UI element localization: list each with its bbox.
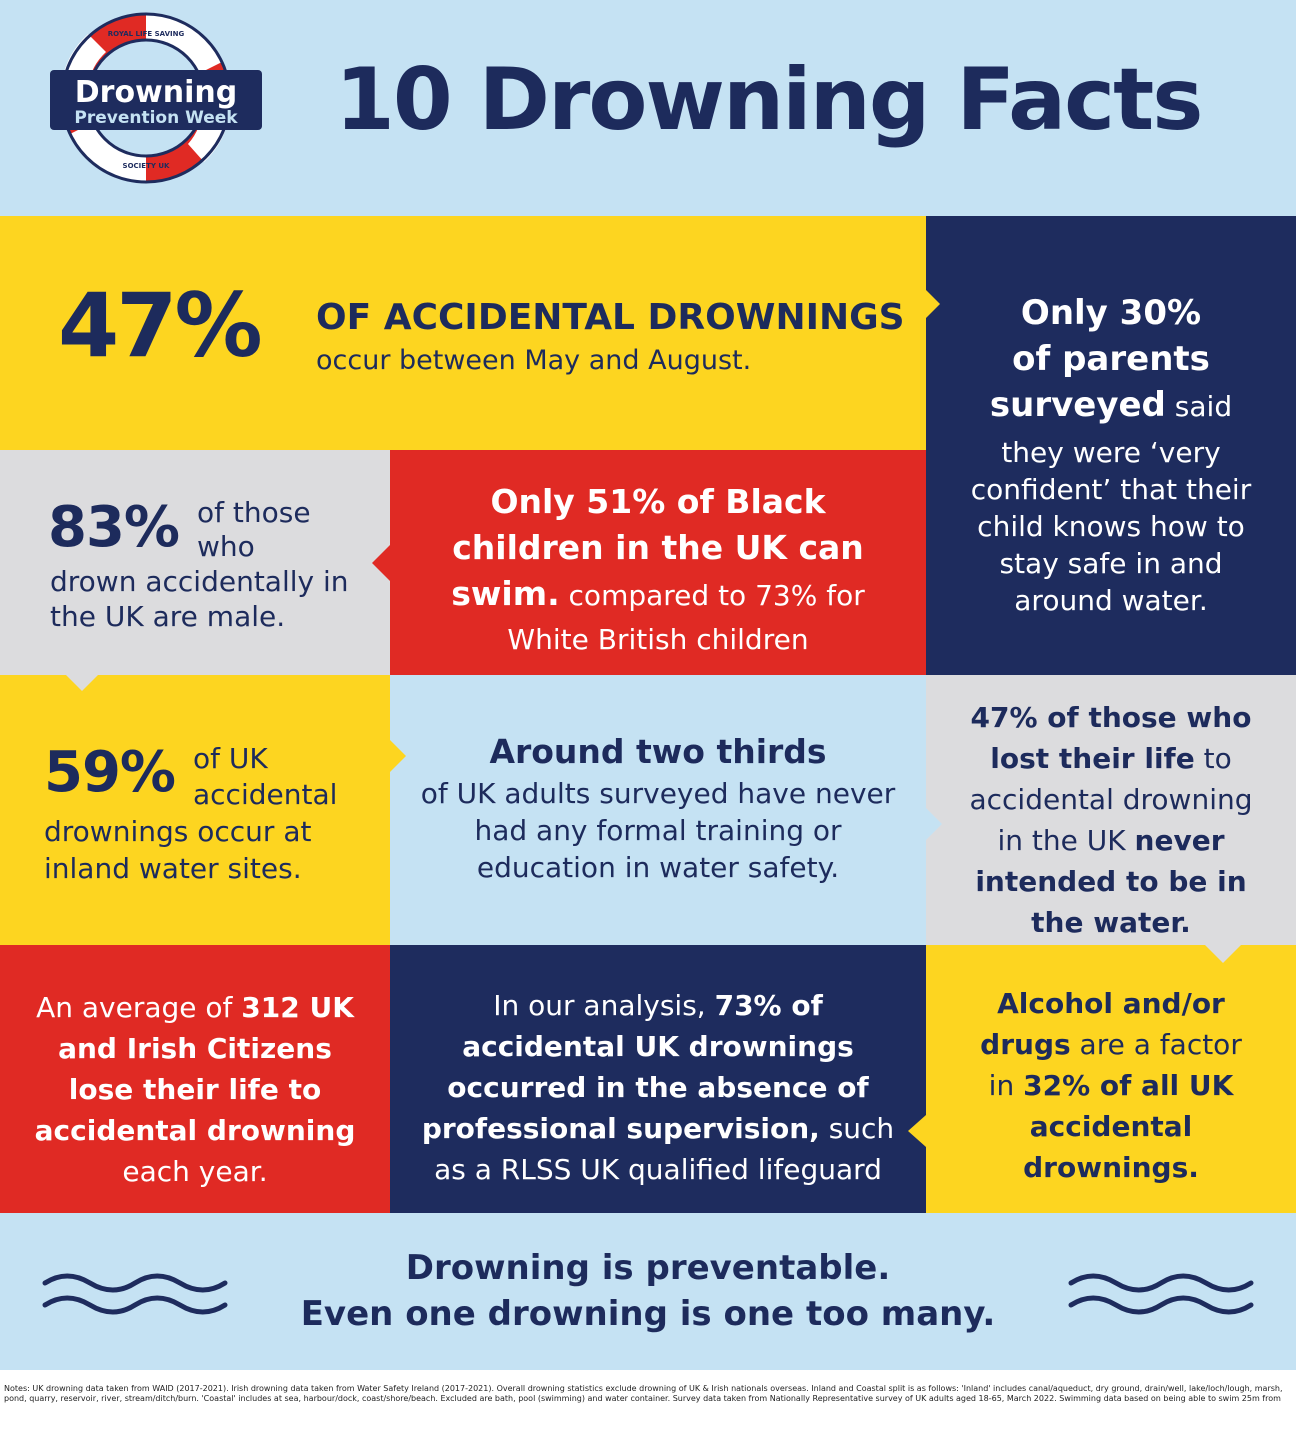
fact8-regular2: each year. — [122, 1155, 268, 1188]
fact7-regular: to accidental drowning in the UK — [969, 742, 1253, 857]
logo-ring-top: ROYAL LIFE SAVING — [108, 30, 185, 38]
fact2-line3-regular: said — [1165, 390, 1233, 423]
pointer-arrow — [908, 1115, 926, 1147]
fact4-rest: compared to 73% for White British childr… — [507, 579, 865, 656]
footer-line2: Even one drowning is one too many. — [300, 1294, 996, 1334]
fact5-side-line1: of UK — [193, 742, 268, 775]
fact3-big-number: 83% — [48, 495, 180, 560]
fact9-bold: 73% of accidental UK drownings occurred … — [421, 989, 869, 1145]
fact10-bold2: 32% of all UK accidental drownings. — [1023, 1069, 1234, 1184]
fact-tile-two-thirds-training: Around two thirds of UK adults surveyed … — [390, 675, 926, 945]
fact6-rest: of UK adults surveyed have never had any… — [420, 777, 896, 884]
fact-tile-83-percent-male: 83% of those who drown accidentally in t… — [0, 450, 390, 675]
fact5-rest: drownings occur at inland water sites. — [44, 815, 312, 885]
fact2-line3-bold: surveyed — [989, 385, 1166, 425]
footer-message: Drowning is preventable. Even one drowni… — [0, 1213, 1296, 1370]
fact8-bold: 312 UK and Irish Citizens lose their lif… — [34, 991, 356, 1147]
fact2-rest: they were ‘very confident’ that their ch… — [970, 436, 1252, 617]
pointer-arrow — [926, 290, 940, 318]
pointer-arrow — [66, 675, 98, 691]
logo-ring-bottom: SOCIETY UK — [123, 162, 170, 170]
page-title: 10 Drowning Facts — [335, 50, 1203, 150]
fact-tile-59-percent-inland: 59% of UK accidental drownings occur at … — [0, 675, 390, 945]
pointer-arrow — [1205, 945, 1241, 963]
fact1-big-number: 47% — [58, 274, 263, 377]
fact6-heading: Around two thirds — [489, 732, 827, 771]
fact7-bold2: never intended to be in the water. — [975, 824, 1247, 939]
fact10-bold1: Alcohol and/or drugs — [980, 987, 1225, 1061]
drowning-prevention-week-logo: Drowning Prevention Week ROYAL LIFE SAVI… — [50, 12, 262, 184]
logo-line1: Drowning — [75, 75, 238, 110]
fact9-regular2: such as a RLSS UK qualified lifeguard — [434, 1112, 895, 1186]
fact-tile-312-citizens: An average of 312 UK and Irish Citizens … — [0, 945, 390, 1213]
fact1-heading: OF ACCIDENTAL DROWNINGS — [316, 297, 905, 338]
source-notes: Notes: UK drowning data taken from WAID … — [0, 1370, 1296, 1440]
fact3-side-line1: of those — [197, 496, 311, 529]
fact1-subtext: occur between May and August. — [316, 345, 752, 376]
waves-icon — [1068, 1273, 1254, 1315]
fact8-regular1: An average of — [36, 991, 242, 1024]
fact4-bold: Only 51% of Black children in the UK can… — [451, 482, 864, 613]
fact-tile-47-percent-never-intended: 47% of those who lost their life to acci… — [926, 675, 1296, 945]
pointer-arrow — [926, 808, 942, 840]
fact-tile-51-percent-swim: Only 51% of Black children in the UK can… — [390, 450, 926, 675]
waves-icon — [42, 1273, 228, 1315]
fact-tile-alcohol-drugs: Alcohol and/or drugs are a factor in 32%… — [926, 945, 1296, 1213]
pointer-arrow — [372, 545, 390, 581]
fact3-side-line2: who — [197, 530, 255, 563]
fact9-regular1: In our analysis, — [493, 989, 715, 1022]
fact5-side: of UK accidental — [193, 741, 337, 813]
fact2-line1: Only 30% — [1020, 293, 1202, 333]
fact-tile-30-percent-parents: Only 30% of parents surveyed said they w… — [926, 216, 1296, 675]
header: Drowning Prevention Week ROYAL LIFE SAVI… — [0, 0, 1296, 216]
fact5-big-number: 59% — [44, 740, 176, 805]
fact3-rest: drown accidentally in the UK are male. — [50, 565, 349, 633]
footer-line1: Drowning is preventable. — [405, 1248, 891, 1288]
fact-tile-73-percent-supervision: In our analysis, 73% of accidental UK dr… — [390, 945, 926, 1213]
fact3-side: of those who — [197, 496, 311, 564]
fact5-side-line2: accidental — [193, 778, 338, 811]
fact7-bold1: 47% of those who lost their life — [970, 701, 1252, 775]
fact-tile-47-percent-may-august: 47% OF ACCIDENTAL DROWNINGS occur betwee… — [0, 216, 926, 450]
fact10-regular: are a factor in — [988, 1028, 1242, 1102]
logo-line2: Prevention Week — [74, 108, 238, 128]
fact2-line2: of parents — [1012, 339, 1210, 379]
pointer-arrow — [390, 740, 406, 772]
